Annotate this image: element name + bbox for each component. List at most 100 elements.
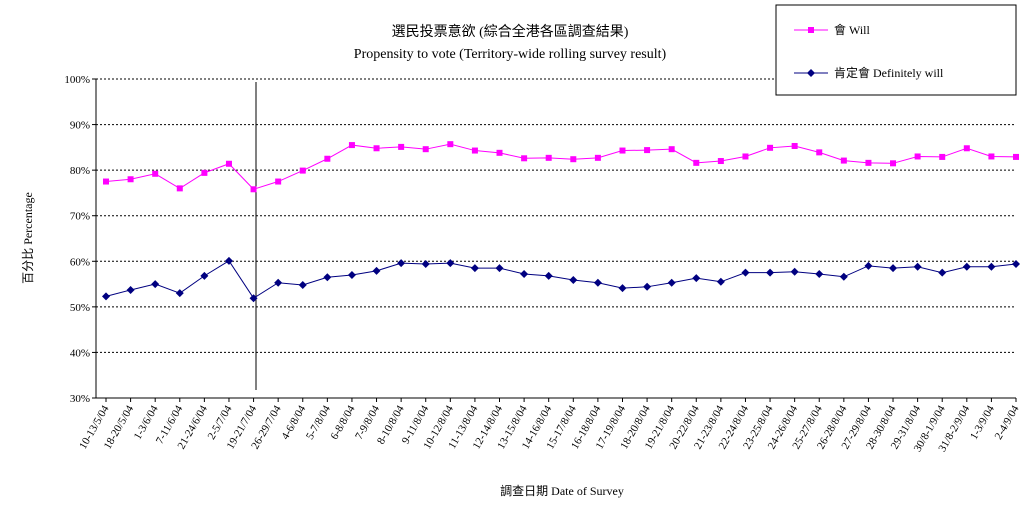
data-point-will	[373, 145, 380, 152]
data-point-definitely	[397, 259, 406, 268]
data-point-will	[570, 156, 577, 163]
data-point-definitely	[643, 282, 652, 291]
data-point-definitely	[716, 277, 725, 286]
data-point-will	[545, 154, 552, 161]
chart-title: 選民投票意欲 (綜合全港各區調查結果)	[392, 23, 629, 40]
legend-marker-definitely	[807, 69, 815, 77]
data-point-will	[791, 142, 798, 149]
data-point-definitely	[692, 274, 701, 283]
data-point-will	[693, 159, 700, 166]
data-point-will	[201, 169, 208, 176]
data-point-definitely	[224, 256, 233, 265]
y-tick-label: 60%	[70, 256, 90, 268]
data-point-definitely	[249, 294, 258, 303]
data-point-definitely	[938, 268, 947, 277]
data-point-will	[299, 167, 306, 174]
data-point-definitely	[347, 270, 356, 279]
data-point-will	[348, 142, 355, 149]
series-line-0	[105, 143, 1017, 190]
y-tick-label: 40%	[70, 347, 90, 359]
data-point-will	[963, 145, 970, 152]
data-point-will	[103, 178, 109, 185]
data-point-definitely	[962, 262, 971, 271]
data-point-will	[816, 149, 823, 156]
data-point-definitely	[889, 264, 898, 273]
data-point-definitely	[470, 264, 479, 273]
data-point-definitely	[495, 264, 504, 273]
data-point-definitely	[987, 262, 996, 271]
data-point-definitely	[102, 292, 110, 301]
data-point-will	[496, 149, 503, 156]
axes	[95, 79, 1016, 399]
data-point-will	[225, 160, 232, 167]
data-point-will	[1013, 153, 1019, 160]
data-point-will	[471, 147, 478, 154]
data-point-definitely	[372, 266, 381, 275]
data-point-will	[152, 170, 159, 177]
y-axis-title: 百分比 Percentage	[21, 192, 35, 284]
data-point-definitely	[913, 262, 922, 271]
data-point-will	[398, 143, 405, 150]
y-tick-label: 50%	[70, 302, 90, 314]
data-point-definitely	[1012, 260, 1020, 269]
x-tick-label: 2-4/9/04	[993, 403, 1020, 442]
gridlines	[96, 78, 1016, 353]
data-point-definitely	[667, 278, 676, 287]
data-point-will	[127, 176, 134, 183]
data-point-will	[250, 186, 257, 193]
data-point-definitely	[839, 272, 848, 281]
data-point-definitely	[274, 278, 283, 287]
legend-box	[775, 4, 1017, 96]
y-tick-label: 30%	[70, 393, 90, 405]
y-tick-label: 90%	[70, 120, 90, 132]
x-axis-ticks: 10-13/5/0418-20/5/041-3/6/047-11/6/0421-…	[77, 398, 1020, 454]
data-point-definitely	[126, 285, 135, 294]
data-point-will	[668, 146, 675, 153]
data-point-will	[939, 153, 946, 160]
data-point-will	[594, 154, 601, 161]
data-point-will	[619, 147, 626, 154]
data-point-definitely	[200, 271, 209, 280]
data-point-will	[447, 141, 454, 148]
data-point-definitely	[298, 280, 307, 289]
data-point-definitely	[815, 270, 824, 279]
data-point-definitely	[421, 260, 430, 269]
data-point-definitely	[323, 273, 332, 282]
data-point-will	[914, 153, 921, 160]
data-point-definitely	[569, 275, 578, 284]
legend-marker-will	[808, 27, 814, 33]
data-point-definitely	[864, 261, 873, 270]
data-point-definitely	[741, 268, 750, 277]
x-axis-title: 調查日期 Date of Survey	[500, 484, 624, 498]
data-point-will	[840, 157, 847, 164]
chart-subtitle: Propensity to vote (Territory-wide rolli…	[354, 47, 667, 62]
legend-label-will: 會 Will	[834, 23, 871, 37]
data-point-will	[324, 155, 331, 162]
series-line-1	[105, 260, 1017, 299]
data-point-will	[767, 144, 774, 151]
data-point-will	[890, 160, 897, 167]
data-point-will	[717, 158, 724, 165]
data-point-will	[176, 185, 183, 192]
data-point-definitely	[151, 280, 160, 289]
data-point-definitely	[618, 284, 627, 293]
series	[102, 141, 1020, 303]
data-point-definitely	[544, 271, 553, 280]
data-point-definitely	[520, 270, 529, 279]
data-point-definitely	[175, 289, 184, 298]
legend: 會 Will 肯定會 Definitely will	[775, 4, 1017, 96]
data-point-will	[988, 153, 995, 160]
y-tick-label: 80%	[70, 165, 90, 177]
data-point-definitely	[766, 268, 775, 277]
data-point-will	[422, 146, 429, 153]
data-point-definitely	[593, 278, 602, 287]
data-point-will	[521, 155, 528, 162]
y-tick-label: 100%	[64, 74, 90, 86]
data-point-will	[644, 147, 651, 154]
data-point-will	[275, 178, 282, 185]
data-point-will	[742, 153, 749, 160]
legend-label-definitely: 肯定會 Definitely will	[834, 65, 944, 80]
data-point-will	[865, 159, 872, 166]
data-point-definitely	[790, 267, 799, 276]
